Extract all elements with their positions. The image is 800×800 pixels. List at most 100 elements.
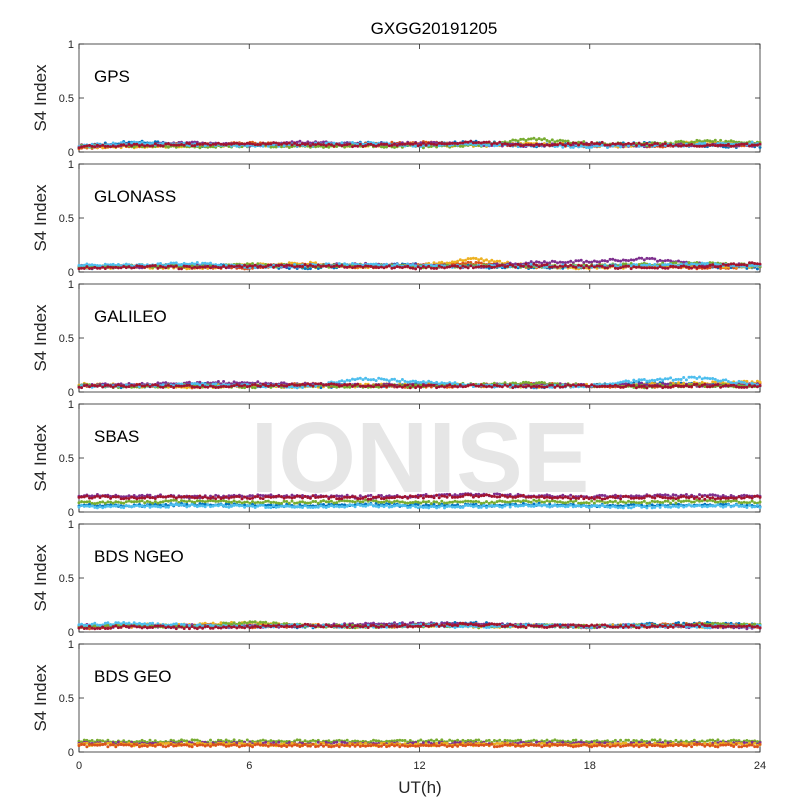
data-point <box>379 142 383 146</box>
data-point <box>274 145 278 149</box>
data-point <box>679 264 683 268</box>
data-point <box>366 142 370 146</box>
data-point <box>124 144 128 148</box>
data-point <box>498 259 502 263</box>
data-point <box>529 260 533 264</box>
data-point <box>590 260 594 264</box>
data-point <box>393 266 396 270</box>
data-point <box>261 141 265 145</box>
data-point <box>101 143 105 147</box>
panel-frame <box>78 283 761 393</box>
data-point <box>180 143 183 146</box>
data-point <box>577 263 581 267</box>
data-point <box>282 264 286 268</box>
data-point <box>742 263 746 267</box>
data-point <box>295 143 299 147</box>
data-point <box>285 263 289 267</box>
data-point <box>682 264 686 268</box>
chart-title: GXGG20191205 <box>371 19 498 38</box>
data-point <box>337 265 341 268</box>
data-point <box>177 263 181 267</box>
data-point <box>603 259 607 263</box>
y-tick-label: 0 <box>68 147 74 159</box>
data-point <box>740 142 744 146</box>
data-point <box>429 266 433 270</box>
data-point <box>498 140 502 144</box>
data-point <box>156 143 160 147</box>
data-point <box>574 259 578 263</box>
data-point <box>561 265 565 269</box>
data-point <box>369 142 373 146</box>
data-point <box>679 139 683 143</box>
data-point <box>414 383 418 387</box>
data-point <box>377 143 381 147</box>
data-point <box>119 266 123 270</box>
data-point <box>327 385 331 389</box>
data-point <box>88 144 91 147</box>
data-point <box>198 265 202 269</box>
data-point <box>490 258 494 262</box>
data-point <box>440 260 444 264</box>
data-point <box>443 142 446 146</box>
data-point <box>251 386 254 390</box>
data-point <box>556 265 559 269</box>
data-point <box>579 141 583 145</box>
data-point <box>435 143 439 147</box>
data-point <box>261 144 265 148</box>
y-axis-label: S4 Index <box>31 64 50 132</box>
data-point <box>266 142 270 146</box>
data-point <box>437 261 441 265</box>
data-point <box>495 259 499 263</box>
data-point <box>206 142 210 146</box>
data-point <box>411 142 415 146</box>
data-point <box>705 143 709 147</box>
data-point <box>495 142 499 146</box>
data-point <box>674 265 678 269</box>
data-point <box>550 138 554 142</box>
data-point <box>745 264 749 267</box>
data-point <box>619 142 623 146</box>
data-point <box>303 267 307 270</box>
data-point <box>758 145 762 149</box>
data-point <box>408 266 412 270</box>
data-point <box>563 264 567 267</box>
data-point <box>592 142 596 146</box>
data-point <box>540 138 544 142</box>
data-point <box>332 141 336 145</box>
data-point <box>566 260 570 264</box>
data-point <box>266 264 270 267</box>
data-point <box>663 142 667 146</box>
data-point <box>613 266 617 270</box>
data-point <box>159 262 162 265</box>
data-point <box>616 259 620 263</box>
data-point <box>329 265 333 269</box>
data-point <box>511 138 515 142</box>
data-point <box>656 266 659 270</box>
data-point <box>553 143 557 147</box>
data-point <box>656 259 659 263</box>
data-point <box>395 144 399 147</box>
data-point <box>306 142 310 146</box>
data-point <box>703 262 707 266</box>
data-point <box>658 144 662 148</box>
data-point <box>461 264 465 268</box>
data-point <box>745 142 749 146</box>
data-point <box>77 146 81 150</box>
data-point <box>537 265 541 269</box>
data-point <box>566 265 570 269</box>
data-point <box>429 142 433 146</box>
data-point <box>653 266 657 270</box>
data-point <box>369 264 373 268</box>
data-point <box>80 266 84 270</box>
data-point <box>98 266 102 270</box>
data-point <box>708 263 712 267</box>
data-point <box>692 144 696 148</box>
data-point <box>703 266 707 269</box>
data-point <box>634 265 638 269</box>
data-point <box>461 141 465 145</box>
data-point <box>301 142 304 146</box>
data-point <box>195 261 199 264</box>
data-point <box>98 144 102 148</box>
data-point <box>148 144 152 148</box>
data-point <box>737 143 741 147</box>
